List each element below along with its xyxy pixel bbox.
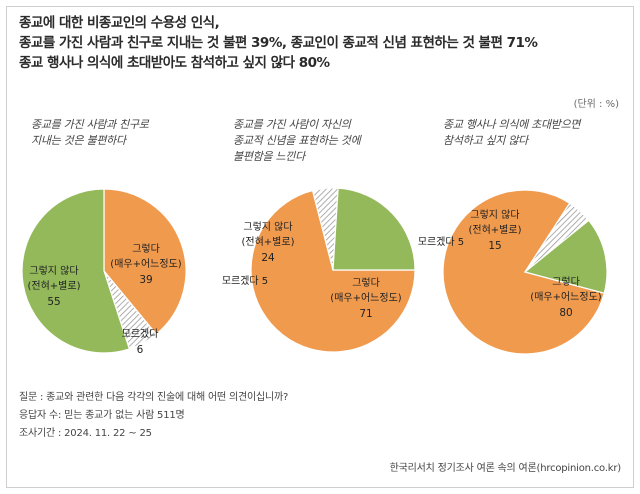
pie-1-label-dk-line-1: 모르겠다 (122, 328, 159, 340)
subtitle-1-line-1: 종교를 가진 사람과 친구로 (31, 118, 149, 131)
subtitle-1-line-2: 지내는 것은 불편하다 (31, 134, 126, 147)
subtitle-3-line-2: 참석하고 싶지 않다 (443, 134, 528, 147)
pie-1-label-yes-line-2: (매우+어느정도) (110, 258, 181, 270)
survey-notes: 질문 : 종교와 관련한 다음 각각의 진술에 대해 어떤 의견이십니까? 응답… (19, 389, 288, 443)
headline-line-1: 종교에 대한 비종교인의 수용성 인식, (19, 15, 220, 31)
pie-2-label-dk: 모르겠다 5 (222, 275, 268, 287)
pie-3-value-yes: 80 (559, 307, 572, 319)
pie-2-slice-no (332, 187, 416, 271)
pie-3-label-yes-line-2: (매우+어느정도) (530, 291, 601, 303)
subtitle-2: 종교를 가진 사람이 자신의 종교적 신념을 표현하는 것에 불편함을 느낀다 (233, 117, 361, 165)
pie-1-label-no-line-2: (전혀+별로) (28, 280, 81, 292)
pie-1-value-dk: 6 (137, 344, 144, 356)
note-question: 질문 : 종교와 관련한 다음 각각의 진술에 대해 어떤 의견이십니까? (19, 392, 289, 403)
headline-line-2: 종교를 가진 사람과 친구로 지내는 것 불편 39%, 종교인이 종교적 신념… (19, 35, 538, 51)
subtitle-3: 종교 행사나 의식에 초대받으면 참석하고 싶지 않다 (443, 117, 581, 149)
headline-line-3: 종교 행사나 의식에 초대받아도 참석하고 싶지 않다 80% (19, 55, 330, 71)
pie-2-label-no-line-1: 그렇지 않다 (243, 220, 292, 233)
subtitle-3-line-1: 종교 행사나 의식에 초대받으면 (443, 118, 581, 131)
pie-1-label-yes-line-1: 그렇다 (132, 242, 160, 255)
pie-3-label-yes-line-1: 그렇다 (552, 275, 580, 288)
pie-1-slice-yes (103, 188, 187, 336)
note-respondents: 응답자 수: 믿는 종교가 없는 사람 511명 (19, 410, 185, 421)
pie-2-slice-yes (250, 189, 416, 353)
source-credit: 한국리서치 정기조사 여론 속의 여론(hrcopinion.co.kr) (389, 463, 622, 474)
pie-2-label-yes-line-2: (매우+어느정도) (330, 292, 401, 304)
note-period: 조사기간 : 2024. 11. 22 ~ 25 (19, 428, 152, 439)
pie-2-value-no: 24 (261, 252, 275, 264)
pie-1-label-no-line-1: 그렇지 않다 (29, 264, 78, 277)
pie-3-slice-yes (442, 189, 605, 355)
pie-3-value-no: 15 (488, 240, 501, 252)
pie-2-label-no-line-2: (전혀+별로) (242, 236, 295, 248)
unit-label: (단위 : %) (573, 99, 619, 110)
pie-3-slice-no (523, 219, 608, 294)
subtitle-2-line-3: 불편함을 느낀다 (233, 150, 305, 163)
pie-1-slice-no (21, 188, 131, 354)
headline: 종교에 대한 비종교인의 수용성 인식, 종교를 가진 사람과 친구로 지내는 … (19, 13, 619, 73)
pie-1-value-no: 55 (47, 296, 60, 308)
pie-3-label-no-line-2: (전혀+별로) (469, 224, 522, 236)
pie-3-label-no-line-1: 그렇지 않다 (470, 208, 519, 221)
pie-3-label-dk: 모르겠다 5 (418, 236, 464, 248)
subtitle-1: 종교를 가진 사람과 친구로 지내는 것은 불편하다 (31, 117, 149, 149)
pie-2-label-yes-line-1: 그렇다 (352, 276, 380, 289)
pie-2-value-yes: 71 (359, 308, 372, 320)
subtitle-2-line-2: 종교적 신념을 표현하는 것에 (233, 134, 361, 147)
subtitle-2-line-1: 종교를 가진 사람이 자신의 (233, 118, 351, 131)
pie-1-value-yes: 39 (139, 274, 152, 286)
